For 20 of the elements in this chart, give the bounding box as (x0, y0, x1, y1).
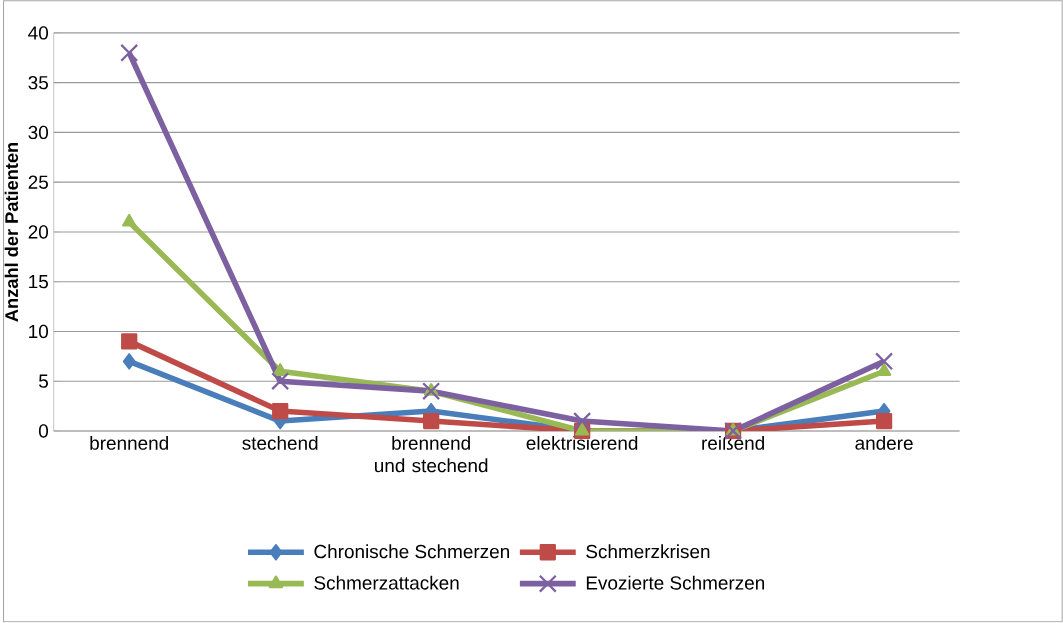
y-tick-label: 15 (29, 275, 48, 289)
y-axis-title: Anzahl der Patienten (4, 143, 19, 322)
x-tick-label: brennend und stechend (375, 436, 488, 473)
y-tick-label: 10 (29, 324, 49, 339)
legend-label: Evozierte Schmerzen (586, 575, 765, 590)
y-tick-label: 40 (28, 26, 49, 40)
y-tick-label: 35 (28, 76, 48, 90)
y-tick-label: 25 (28, 175, 48, 190)
y-tick-label: 20 (28, 225, 49, 239)
x-tick-label: andere (855, 436, 913, 451)
legend-label: Chronische Schmerzen (314, 544, 509, 559)
x-tick-label: reißend (702, 436, 764, 451)
y-tick-label: 5 (38, 374, 48, 389)
x-tick-label: stechend (242, 436, 318, 451)
x-tick-label: elektrisierend (526, 436, 638, 451)
x-tick-label: brennend (90, 436, 168, 451)
legend-label: Schmerzkrisen (586, 544, 710, 559)
y-tick-label: 0 (38, 424, 49, 438)
legend-label: Schmerzattacken (314, 575, 459, 590)
y-tick-label: 30 (28, 125, 49, 140)
